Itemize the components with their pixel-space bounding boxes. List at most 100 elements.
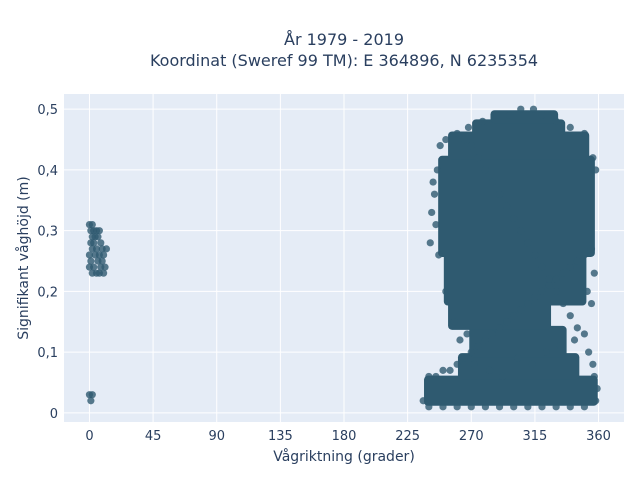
data-point — [538, 287, 546, 296]
data-point — [474, 154, 482, 162]
data-point — [101, 263, 109, 271]
data-point — [556, 342, 564, 350]
data-point — [432, 220, 440, 229]
data-point — [593, 384, 601, 393]
data-point — [590, 372, 598, 381]
data-point — [467, 142, 475, 150]
x-tick-label: 360 — [586, 429, 611, 444]
data-point — [94, 233, 102, 241]
data-point — [92, 245, 101, 253]
y-tick-label: 0,4 — [37, 164, 58, 179]
y-axis-title: Signifikant våghöjd (m) — [15, 176, 32, 339]
data-point — [95, 227, 103, 235]
data-point — [589, 154, 597, 162]
data-point — [90, 263, 98, 271]
data-point — [87, 397, 95, 405]
chart-title-line-1: År 1979 - 2019 — [284, 30, 404, 49]
data-point — [566, 123, 574, 132]
data-point — [545, 281, 553, 289]
point-cloud-region — [472, 119, 566, 136]
x-tick-labels: 0 45 90 135 180 225 270 315 360 — [85, 429, 611, 444]
x-tick-label: 315 — [522, 429, 547, 444]
y-tick-label: 0,5 — [37, 103, 58, 118]
x-tick-label: 90 — [208, 429, 225, 444]
data-point — [102, 245, 111, 253]
data-point — [430, 190, 439, 198]
point-cloud-region — [424, 375, 598, 406]
data-point — [453, 403, 461, 411]
data-point — [453, 360, 461, 368]
data-point — [552, 275, 560, 283]
data-point — [538, 263, 546, 271]
y-tick-label: 0,2 — [37, 285, 58, 300]
data-point — [486, 366, 494, 374]
data-point — [87, 257, 95, 265]
data-point — [566, 263, 574, 271]
data-point — [481, 336, 490, 344]
data-point — [481, 403, 490, 411]
data-point — [460, 354, 468, 362]
data-point — [470, 360, 478, 368]
data-point — [488, 178, 497, 186]
data-point — [98, 257, 106, 265]
data-point — [99, 251, 108, 259]
x-tick-label: 270 — [459, 429, 484, 444]
data-point — [419, 397, 427, 405]
data-point — [552, 117, 560, 125]
x-axis-title: Vågriktning (grader) — [273, 448, 415, 465]
data-point — [498, 372, 506, 381]
data-point — [97, 239, 105, 247]
data-point — [570, 336, 579, 344]
data-point — [587, 245, 596, 253]
data-point — [464, 123, 473, 132]
data-point — [435, 251, 443, 259]
data-point — [450, 318, 458, 326]
x-tick-label: 45 — [145, 429, 162, 444]
data-point — [503, 202, 511, 210]
data-point — [460, 135, 468, 144]
data-point — [505, 111, 514, 119]
y-tick-label: 0,1 — [37, 346, 58, 361]
data-point — [436, 142, 444, 150]
data-point — [442, 287, 450, 296]
data-point — [456, 336, 464, 344]
data-point — [517, 105, 525, 113]
data-point — [425, 372, 433, 381]
data-point — [566, 403, 574, 411]
data-point — [85, 251, 94, 259]
point-cloud-region — [438, 155, 595, 257]
data-point — [528, 360, 536, 368]
chart-title-line-2: Koordinat (Sweref 99 TM): E 364896, N 62… — [150, 51, 538, 70]
x-tick-label: 225 — [395, 429, 420, 444]
data-point — [478, 117, 487, 125]
data-point — [495, 190, 504, 198]
data-point — [467, 403, 475, 411]
data-point — [559, 269, 567, 277]
data-point — [566, 312, 574, 320]
data-point — [583, 287, 591, 296]
data-point — [524, 403, 532, 411]
data-point — [585, 348, 593, 356]
data-point — [99, 269, 108, 277]
data-point — [531, 251, 539, 259]
point-cloud-region — [490, 110, 559, 124]
data-point — [432, 372, 440, 381]
y-tick-label: 0 — [50, 407, 58, 422]
data-point — [524, 239, 532, 247]
y-tick-labels: 0 0,1 0,2 0,3 0,4 0,5 — [37, 103, 58, 422]
data-point — [428, 208, 436, 217]
data-point — [467, 348, 475, 356]
point-cloud-region — [443, 252, 587, 306]
data-point — [538, 111, 546, 119]
data-point — [545, 275, 553, 283]
data-point — [90, 239, 98, 247]
data-point — [433, 166, 441, 174]
data-point — [573, 324, 581, 332]
data-point — [426, 239, 434, 247]
data-point — [552, 287, 560, 296]
data-point — [429, 178, 437, 186]
data-point — [463, 330, 471, 338]
data-point — [580, 129, 589, 138]
data-point — [88, 220, 96, 229]
